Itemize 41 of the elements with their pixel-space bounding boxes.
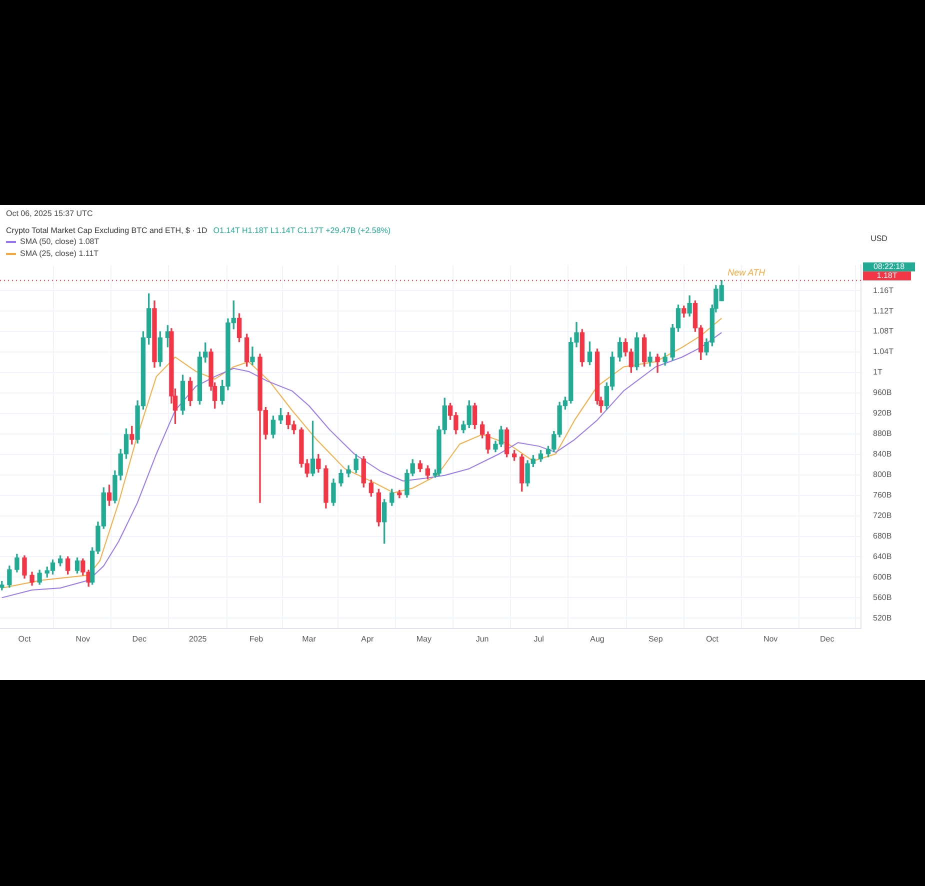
x-tick-label: Feb bbox=[249, 634, 264, 644]
x-tick-label: May bbox=[416, 634, 432, 644]
x-tick-label: Jun bbox=[476, 634, 489, 644]
x-tick-label: Dec bbox=[132, 634, 147, 644]
y-tick-label: 840B bbox=[873, 450, 892, 459]
y-tick-label: 600B bbox=[873, 572, 892, 582]
legend-label: SMA (25, close) 1.11T bbox=[20, 249, 99, 258]
y-tick-label: 560B bbox=[873, 592, 892, 602]
x-tick-label: Aug bbox=[590, 634, 604, 644]
y-tick-label: 720B bbox=[873, 511, 892, 520]
x-tick-label: Nov bbox=[76, 634, 90, 644]
legend-label: SMA (50, close) 1.08T bbox=[20, 237, 100, 246]
text: O1.14T H1.18T L1.14T C1.17T +29.47B (+2.58%) bbox=[213, 226, 391, 235]
ref-line-label: 1.18T bbox=[876, 271, 898, 280]
y-tick-label: 1.08T bbox=[873, 326, 894, 336]
y-tick-label: 1.16T bbox=[873, 286, 894, 295]
x-tick-label: 2025 bbox=[188, 634, 208, 644]
x-tick-label: Mar bbox=[302, 634, 316, 644]
x-tick-label: Dec bbox=[820, 634, 834, 644]
annotation: New ATH bbox=[728, 267, 766, 278]
x-tick-label: Oct bbox=[706, 634, 720, 644]
y-tick-label: 640B bbox=[873, 552, 892, 561]
y-tick-label: 1.12T bbox=[873, 306, 894, 316]
x-tick-label: Sep bbox=[648, 634, 664, 644]
y-tick-label: 1.04T bbox=[873, 347, 894, 356]
y-axis-title: USD bbox=[870, 234, 888, 244]
x-tick-label: Jul bbox=[534, 634, 544, 644]
y-tick-label: 680B bbox=[873, 531, 892, 540]
x-tick-label: Apr bbox=[361, 634, 374, 644]
text: Oct 06, 2025 15:37 UTC bbox=[6, 209, 93, 218]
y-tick-label: 800B bbox=[873, 470, 892, 480]
x-tick-label: Oct bbox=[18, 634, 32, 644]
y-tick-label: 760B bbox=[873, 490, 892, 500]
y-tick-label: 520B bbox=[873, 613, 892, 622]
chart-title: Crypto Total Market Cap Excluding BTC and ETH, $ · 1D bbox=[6, 226, 208, 235]
x-tick-label: Nov bbox=[763, 634, 778, 644]
y-tick-label: 960B bbox=[873, 388, 892, 398]
y-tick-label: 1T bbox=[873, 368, 882, 377]
y-tick-label: 880B bbox=[873, 429, 892, 438]
text: 08:22:18 bbox=[873, 262, 906, 272]
y-tick-label: 920B bbox=[873, 408, 892, 418]
